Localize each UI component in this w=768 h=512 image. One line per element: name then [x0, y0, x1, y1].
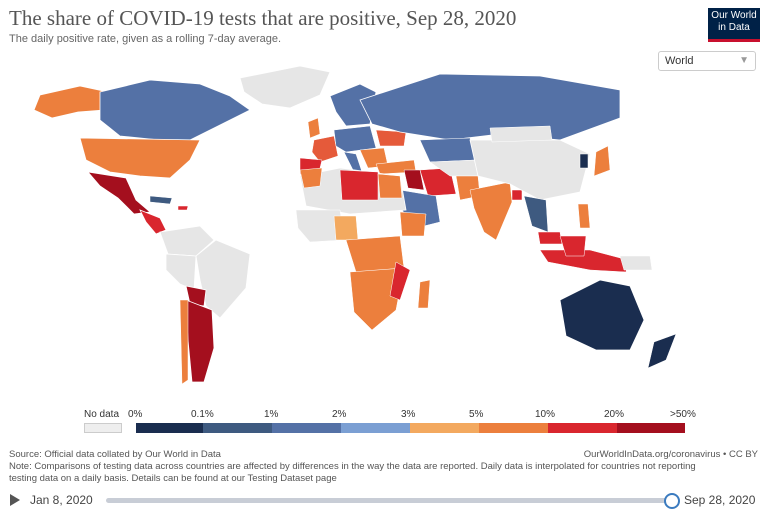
country-china	[469, 139, 591, 201]
country-cuba	[149, 195, 173, 205]
country-russia	[359, 73, 621, 141]
legend-tick-1: 0.1%	[191, 409, 214, 420]
chart-title: The share of COVID-19 tests that are pos…	[9, 6, 517, 30]
country-png	[619, 255, 653, 271]
country-colombia-venezuela	[159, 225, 215, 257]
legend-tick-6: 10%	[535, 409, 556, 420]
country-egypt	[377, 173, 403, 199]
country-india	[469, 181, 513, 241]
region-selector-value: World	[665, 55, 694, 67]
legend-tick-5: 5%	[469, 409, 484, 420]
country-alaska	[33, 85, 109, 119]
country-greenland	[239, 65, 331, 109]
country-japan	[593, 145, 611, 177]
country-brazil	[195, 239, 251, 319]
country-mozambique	[389, 261, 411, 301]
country-korea	[579, 153, 589, 169]
legend-no-data-swatch	[84, 423, 122, 433]
world-map[interactable]	[0, 60, 768, 400]
timeline-handle[interactable]	[664, 493, 680, 509]
country-west-africa	[295, 209, 345, 243]
legend-bin-5[interactable]	[479, 423, 548, 433]
note-line-2: testing data on a daily basis. Details c…	[9, 473, 337, 484]
country-indonesia	[539, 249, 629, 273]
country-morocco	[299, 167, 323, 189]
legend-tick-3: 2%	[332, 409, 347, 420]
note-line-1: Note: Comparisons of testing data across…	[9, 461, 696, 472]
timeline-track[interactable]	[106, 498, 672, 503]
country-kazakhstan	[419, 137, 477, 163]
timeline-end-date: Sep 28, 2020	[684, 493, 756, 507]
legend-tick-7: 20%	[604, 409, 625, 420]
legend-tick-2: 1%	[264, 409, 279, 420]
country-central-america	[139, 209, 167, 235]
country-malaysia	[537, 231, 563, 245]
legend-bin-6[interactable]	[548, 423, 617, 433]
country-argentina	[185, 299, 215, 383]
country-peru	[165, 253, 197, 291]
country-iraq	[403, 169, 425, 191]
legend-no-data-label: No data	[84, 409, 120, 420]
country-libya	[339, 169, 379, 201]
legend-tick-4: 3%	[401, 409, 416, 420]
owid-logo[interactable]: Our World in Data	[708, 8, 760, 42]
region-selector[interactable]: World ▼	[658, 51, 756, 71]
play-icon[interactable]	[10, 494, 20, 506]
country-madagascar	[417, 279, 431, 309]
legend-bin-4[interactable]	[410, 423, 479, 433]
legend-bin-0[interactable]	[136, 423, 203, 433]
source-text: Source: Official data collated by Our Wo…	[9, 449, 221, 460]
legend-tick-0: 0%	[128, 409, 143, 420]
country-myanmar-thailand	[523, 195, 549, 233]
country-usa	[79, 137, 201, 179]
country-dominican-republic	[177, 205, 189, 211]
country-france	[311, 135, 339, 163]
country-scandinavia	[329, 83, 377, 127]
timeline-start-date: Jan 8, 2020	[30, 493, 93, 507]
legend-bin-7[interactable]	[617, 423, 685, 433]
country-bangladesh	[511, 189, 523, 201]
country-chile	[179, 299, 189, 385]
country-ukraine	[375, 129, 407, 147]
country-philippines	[577, 203, 591, 229]
country-nigeria	[333, 215, 359, 241]
timeline: Jan 8, 2020 Sep 28, 2020	[0, 488, 768, 512]
logo-line1: Our World	[711, 10, 757, 21]
country-bolivia	[185, 285, 207, 307]
legend-bin-2[interactable]	[272, 423, 341, 433]
source-url-link[interactable]: OurWorldInData.org/coronavirus • CC BY	[583, 449, 758, 460]
country-mexico	[86, 171, 151, 215]
legend-bin-1[interactable]	[203, 423, 272, 433]
chevron-down-icon: ▼	[739, 55, 749, 66]
legend-tick-8: >50%	[670, 409, 696, 420]
country-new-zealand	[647, 333, 677, 369]
country-central-europe	[333, 125, 377, 153]
country-borneo	[559, 235, 587, 257]
country-uk	[307, 117, 321, 139]
country-mongolia	[489, 125, 553, 143]
country-ethiopia	[399, 211, 427, 237]
country-australia	[559, 279, 645, 351]
legend-bin-3[interactable]	[341, 423, 410, 433]
chart-subtitle: The daily positive rate, given as a roll…	[9, 33, 282, 45]
logo-line2: in Data	[718, 22, 750, 33]
country-canada	[99, 79, 251, 141]
